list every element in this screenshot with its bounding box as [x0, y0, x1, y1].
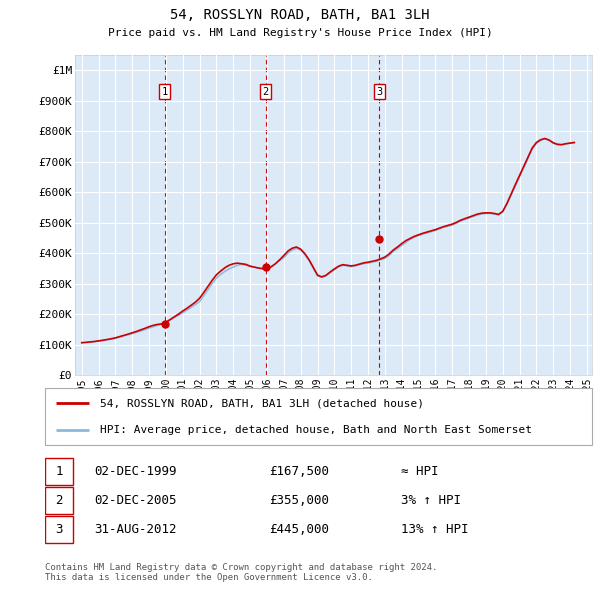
Text: £167,500: £167,500: [269, 465, 329, 478]
FancyBboxPatch shape: [45, 516, 73, 543]
Text: 13% ↑ HPI: 13% ↑ HPI: [401, 523, 468, 536]
Text: £445,000: £445,000: [269, 523, 329, 536]
Text: 2: 2: [263, 87, 269, 97]
Text: Price paid vs. HM Land Registry's House Price Index (HPI): Price paid vs. HM Land Registry's House …: [107, 28, 493, 38]
Text: 1: 1: [55, 465, 63, 478]
FancyBboxPatch shape: [45, 458, 73, 485]
FancyBboxPatch shape: [45, 388, 592, 445]
Text: 02-DEC-2005: 02-DEC-2005: [94, 493, 177, 506]
Text: Contains HM Land Registry data © Crown copyright and database right 2024.
This d: Contains HM Land Registry data © Crown c…: [45, 563, 437, 582]
FancyBboxPatch shape: [45, 487, 73, 513]
Text: 2: 2: [55, 493, 63, 506]
Text: 3% ↑ HPI: 3% ↑ HPI: [401, 493, 461, 506]
Text: 3: 3: [55, 523, 63, 536]
Text: HPI: Average price, detached house, Bath and North East Somerset: HPI: Average price, detached house, Bath…: [100, 425, 532, 435]
Text: 31-AUG-2012: 31-AUG-2012: [94, 523, 177, 536]
Text: 02-DEC-1999: 02-DEC-1999: [94, 465, 177, 478]
Text: 54, ROSSLYN ROAD, BATH, BA1 3LH: 54, ROSSLYN ROAD, BATH, BA1 3LH: [170, 8, 430, 22]
Text: 3: 3: [376, 87, 382, 97]
Text: 54, ROSSLYN ROAD, BATH, BA1 3LH (detached house): 54, ROSSLYN ROAD, BATH, BA1 3LH (detache…: [100, 398, 424, 408]
Text: 1: 1: [161, 87, 168, 97]
Text: ≈ HPI: ≈ HPI: [401, 465, 438, 478]
Text: £355,000: £355,000: [269, 493, 329, 506]
